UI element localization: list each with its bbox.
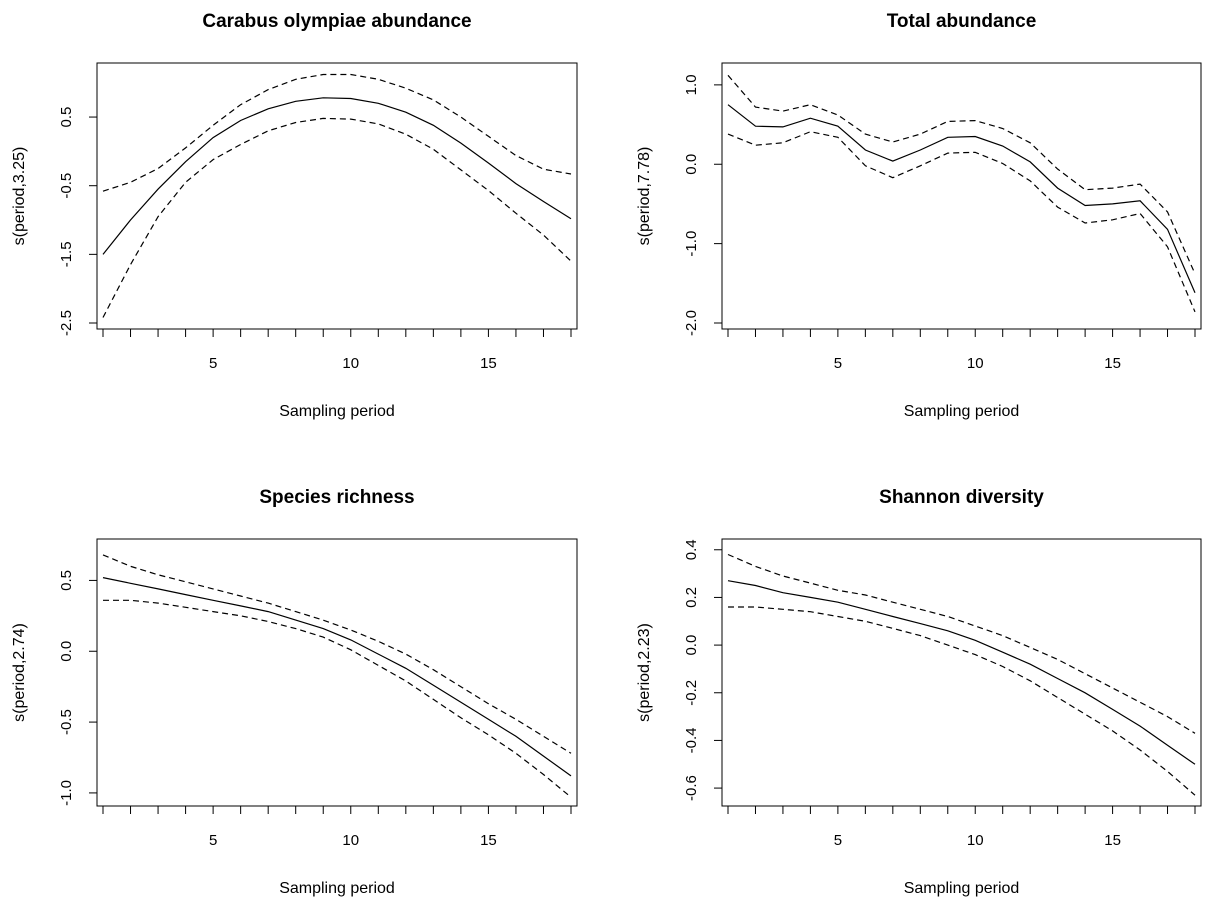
x-axis-label: Sampling period	[279, 880, 395, 897]
x-tick-label: 10	[342, 832, 359, 849]
x-tick-label: 5	[209, 832, 217, 849]
x-tick-label: 5	[834, 832, 842, 849]
panel-1: Carabus olympiae abundance Sampling perio…	[11, 11, 578, 420]
y-axis-label: s(period,2.23)	[636, 623, 653, 722]
y-tick-label: -0.2	[683, 680, 700, 706]
series-estimate-line	[102, 97, 572, 255]
y-tick-label: -1.0	[58, 780, 75, 806]
series-estimate-line	[102, 577, 572, 777]
y-tick-label: -0.5	[58, 709, 75, 735]
x-tick-label: 10	[342, 355, 359, 372]
y-tick-label: 0.5	[58, 107, 75, 128]
panel-2: Total abundance Sampling period s(period,7…	[636, 11, 1202, 420]
panel-title: Total abundance	[887, 11, 1037, 32]
y-tick-label: 0.2	[683, 587, 700, 608]
x-tick-label: 15	[480, 355, 497, 372]
panel-title: Carabus olympiae abundance	[202, 11, 471, 32]
y-tick-label: -0.5	[58, 173, 75, 199]
y-tick-label: 0.0	[58, 641, 75, 662]
y-tick-label: 0.0	[683, 154, 700, 175]
plot-frame	[721, 538, 1202, 807]
x-tick-label: 10	[967, 832, 984, 849]
y-tick-label: 0.0	[683, 635, 700, 656]
x-axis-label: Sampling period	[279, 403, 395, 420]
series-estimate-line	[727, 580, 1196, 765]
x-tick-label: 15	[480, 832, 497, 849]
series-lower-line	[103, 599, 572, 798]
y-tick-label: -0.4	[683, 727, 700, 753]
x-axis-label: Sampling period	[904, 880, 1020, 897]
y-tick-label: 0.5	[58, 570, 75, 591]
x-tick-label: 15	[1104, 832, 1121, 849]
panel-4: Shannon diversity Sampling period s(period…	[636, 487, 1202, 897]
x-tick-label: 5	[209, 355, 217, 372]
y-tick-label: -1.5	[58, 241, 75, 267]
series-upper-line	[102, 554, 572, 754]
series-upper-line	[727, 74, 1196, 275]
series-upper-line	[727, 553, 1196, 734]
y-axis-label: s(period,3.25)	[11, 147, 28, 246]
panel-title: Shannon diversity	[879, 487, 1044, 508]
y-tick-label: -2.5	[58, 310, 75, 336]
series-lower-line	[727, 131, 1196, 313]
panel-title: Species richness	[259, 487, 414, 508]
panel-3: Species richness Sampling period s(period,…	[11, 487, 578, 897]
x-tick-label: 15	[1104, 355, 1121, 372]
y-axis-label: s(period,7.78)	[636, 147, 653, 246]
series-estimate-line	[727, 104, 1196, 294]
plot-frame	[96, 538, 578, 807]
y-tick-label: -1.0	[683, 231, 700, 257]
series-lower-line	[102, 117, 572, 318]
x-tick-label: 5	[834, 355, 842, 372]
x-tick-label: 10	[967, 355, 984, 372]
y-axis-label: s(period,2.74)	[11, 623, 28, 722]
y-tick-label: 1.0	[683, 74, 700, 95]
plot-frame	[721, 62, 1202, 330]
x-axis-label: Sampling period	[904, 403, 1020, 420]
y-tick-label: -2.0	[683, 310, 700, 336]
y-tick-label: -0.6	[683, 775, 700, 801]
y-tick-label: 0.4	[683, 539, 700, 560]
plot-frame	[96, 62, 578, 330]
